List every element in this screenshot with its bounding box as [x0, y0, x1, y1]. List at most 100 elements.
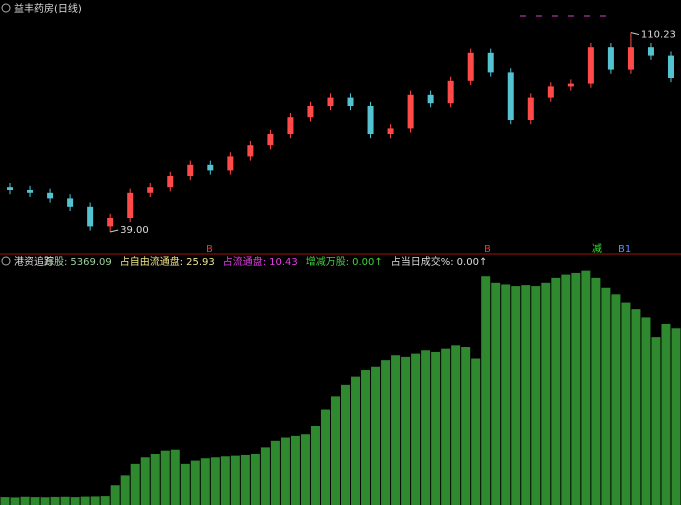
- bar: [561, 274, 571, 505]
- candle-body: [427, 94, 434, 104]
- bar: [310, 426, 320, 505]
- candle-body: [567, 83, 574, 87]
- bar: [611, 294, 621, 505]
- legend-value: 5369.09: [70, 257, 111, 268]
- bar: [661, 323, 671, 505]
- legend-label: 增减万股:: [306, 255, 349, 268]
- candle-body: [367, 106, 374, 134]
- bar: [431, 351, 441, 505]
- signal: B: [484, 244, 491, 255]
- bar: [471, 358, 481, 505]
- candle-body: [407, 94, 414, 129]
- candle-body: [647, 47, 654, 56]
- bar: [50, 496, 60, 505]
- bar: [70, 497, 80, 505]
- bar: [210, 457, 220, 505]
- candle-body: [27, 190, 34, 193]
- bar: [190, 460, 200, 505]
- candle-body: [167, 176, 174, 188]
- legend-value: 25.93: [186, 257, 215, 268]
- bar: [120, 475, 130, 505]
- panel-title: 港资追踪: [14, 255, 54, 268]
- bar: [501, 284, 511, 505]
- bar: [361, 370, 371, 505]
- bar: [260, 447, 270, 505]
- bar: [651, 337, 661, 505]
- bar: [371, 366, 381, 505]
- candle-body: [7, 187, 14, 190]
- bar: [531, 286, 541, 505]
- bar: [351, 376, 361, 505]
- bar: [511, 286, 521, 505]
- bar: [521, 285, 531, 505]
- bar: [581, 270, 591, 505]
- legend-label: 占当日成交%:: [391, 255, 454, 268]
- bar: [90, 496, 100, 505]
- legend-value: 10.43: [269, 257, 298, 268]
- candle-body: [127, 192, 134, 218]
- bar: [220, 456, 230, 505]
- bar: [631, 309, 641, 505]
- candle-body: [307, 106, 314, 118]
- bar: [130, 463, 140, 505]
- bar: [270, 440, 280, 505]
- bar: [180, 463, 190, 505]
- bar: [20, 496, 30, 505]
- bar: [391, 355, 401, 505]
- bar: [230, 455, 240, 505]
- signal: B: [206, 244, 213, 255]
- candle-body: [107, 218, 114, 227]
- bar: [160, 450, 170, 505]
- bar: [300, 434, 310, 505]
- low-marker: [110, 229, 119, 233]
- candle-body: [287, 117, 294, 134]
- candle-body: [627, 47, 634, 70]
- candle-body: [507, 72, 514, 120]
- bar: [571, 272, 581, 505]
- bar: [110, 485, 120, 505]
- bar: [541, 282, 551, 505]
- bar: [411, 353, 421, 505]
- title-icon: [1, 3, 11, 13]
- bar: [341, 384, 351, 505]
- bar: [591, 277, 601, 505]
- candle-body: [327, 97, 334, 106]
- legend-label: 万股:: [44, 256, 67, 268]
- bar: [150, 453, 160, 505]
- bar: [250, 453, 260, 505]
- bar: [280, 437, 290, 505]
- candle-body: [487, 52, 494, 73]
- bar: [641, 317, 651, 505]
- bar: [451, 345, 461, 505]
- legend-label: 占流通盘:: [223, 255, 266, 268]
- chart-title: 益丰药房(日线): [14, 2, 82, 15]
- bar: [170, 449, 180, 505]
- bar: [461, 347, 471, 505]
- bar: [621, 302, 631, 505]
- legend-value: 0.00↑: [352, 257, 383, 268]
- legend-value: 0.00↑: [457, 257, 488, 268]
- bar: [40, 497, 50, 505]
- bar: [60, 496, 70, 505]
- candle-body: [187, 164, 194, 176]
- candle-body: [607, 47, 614, 70]
- bar: [200, 458, 210, 505]
- bar: [0, 497, 10, 505]
- bar: [290, 435, 300, 505]
- bar: [381, 360, 391, 505]
- bar: [10, 497, 20, 505]
- bar: [30, 497, 40, 505]
- candle-body: [47, 192, 54, 199]
- bar: [140, 457, 150, 505]
- candle-body: [227, 156, 234, 171]
- bar: [441, 348, 451, 505]
- candle-body: [247, 145, 254, 157]
- bar: [421, 350, 431, 505]
- candle-body: [467, 52, 474, 81]
- signal: B1: [618, 244, 631, 255]
- candle-body: [87, 206, 94, 227]
- bar: [320, 409, 330, 505]
- legend-label: 占自由流通盘:: [120, 255, 183, 268]
- bar: [551, 277, 561, 505]
